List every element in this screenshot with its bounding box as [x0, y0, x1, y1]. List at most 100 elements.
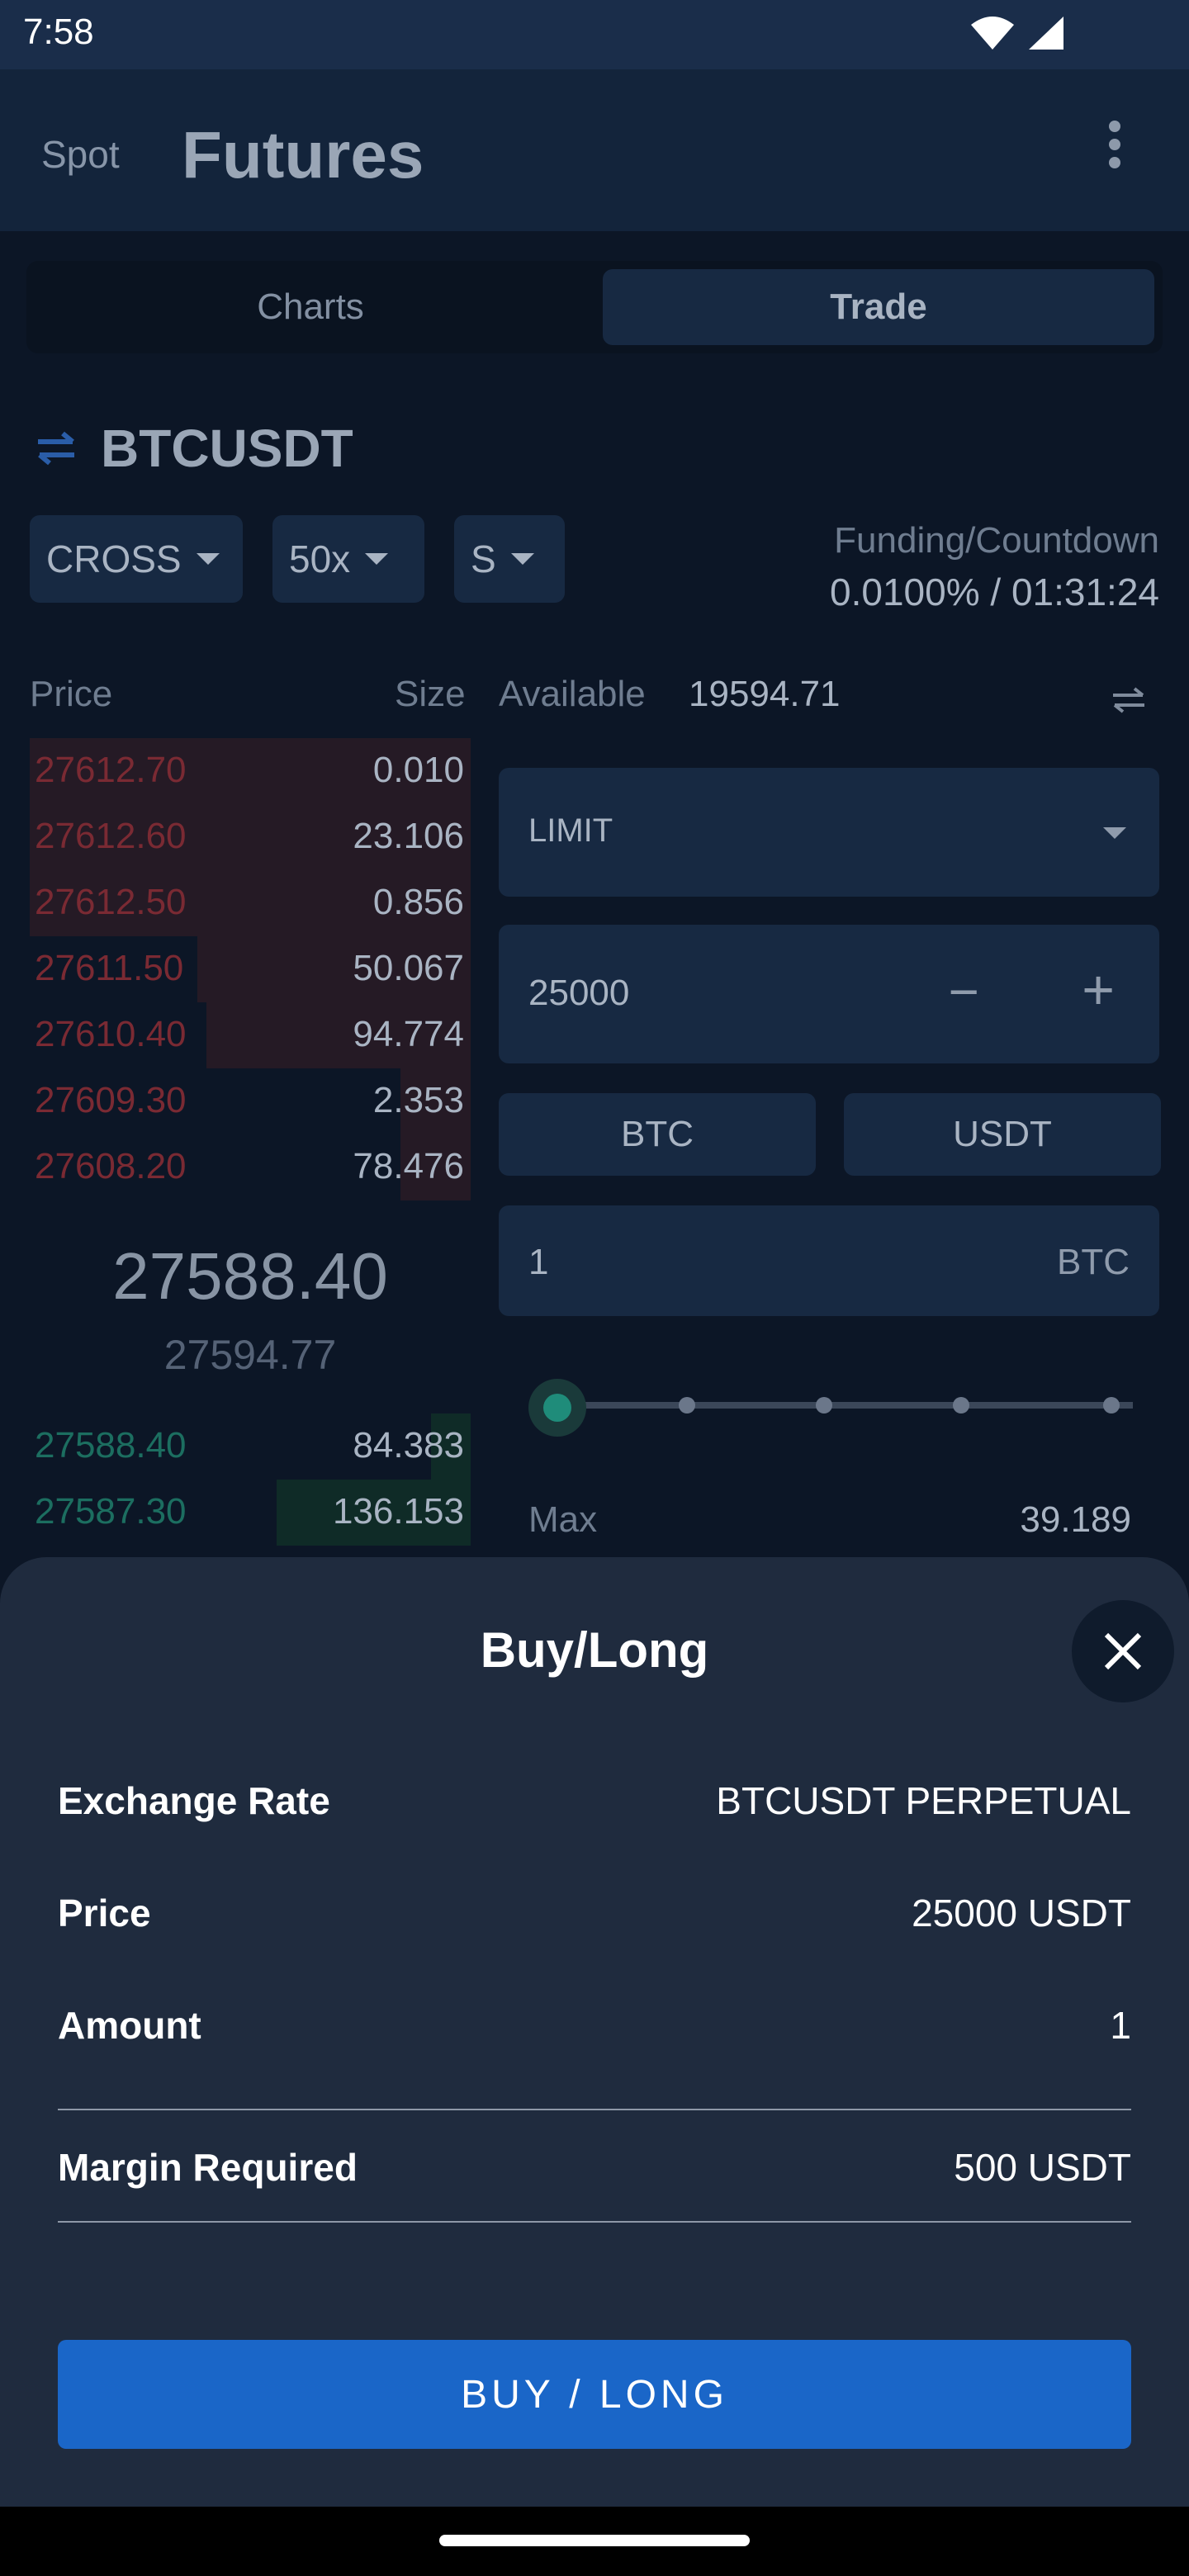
leverage-dropdown[interactable]: 50x	[272, 515, 424, 603]
sheet-title: Buy/Long	[480, 1622, 709, 1678]
order-type-value: LIMIT	[528, 812, 613, 849]
ask-depth-bar	[400, 1134, 471, 1200]
size-mode-dropdown[interactable]: S	[454, 515, 565, 603]
close-icon[interactable]	[1072, 1600, 1174, 1702]
ask-depth-bar	[197, 936, 471, 1002]
bid-price: 27588.40	[35, 1425, 187, 1466]
bid-row[interactable]: 27587.30 136.153	[30, 1480, 471, 1546]
bid-depth-bar	[430, 1413, 471, 1480]
ask-row[interactable]: 27611.50 50.067	[30, 936, 471, 1002]
bid-size: 136.153	[332, 1491, 464, 1532]
leverage-label: 50x	[289, 537, 351, 580]
more-vert-icon[interactable]	[1106, 121, 1123, 170]
amount-label: Amount	[58, 2004, 201, 2047]
size-mode-label: S	[471, 537, 496, 580]
slider-step-50[interactable]	[816, 1397, 832, 1413]
divider	[58, 2221, 1131, 2223]
ask-size: 23.106	[353, 816, 464, 856]
home-gesture-handle[interactable]	[439, 2535, 750, 2546]
bid-price: 27587.30	[35, 1491, 187, 1532]
slider-step-75[interactable]	[953, 1397, 969, 1413]
price-input[interactable]: 25000 − +	[499, 925, 1159, 1063]
unit-btc-button[interactable]: BTC	[499, 1093, 816, 1176]
available-balance: Available 19594.71	[499, 674, 841, 715]
funding-info: Funding/Countdown 0.0100% / 01:31:24	[830, 520, 1159, 614]
slider-step-25[interactable]	[679, 1397, 695, 1413]
ask-size: 50.067	[353, 948, 464, 988]
buy-long-button[interactable]: BUY / LONG	[58, 2340, 1131, 2449]
margin-mode-dropdown[interactable]: CROSS	[30, 515, 243, 603]
chevron-down-icon	[510, 553, 534, 565]
max-amount: Max 39.189	[528, 1499, 1131, 1541]
spot-tab[interactable]: Spot	[41, 133, 120, 176]
ask-price: 27610.40	[35, 1014, 187, 1054]
amount-input[interactable]: 1 BTC	[499, 1205, 1159, 1316]
price-label: Price	[58, 1892, 151, 1934]
tab-charts[interactable]: Charts	[257, 286, 364, 327]
price-row: Price 25000 USDT	[58, 1891, 1131, 1935]
orderbook-price-header: Price	[30, 674, 113, 714]
margin-mode-label: CROSS	[46, 537, 182, 580]
mark-price-value: 27594.77	[163, 1332, 337, 1378]
unit-usdt-button[interactable]: USDT	[844, 1093, 1161, 1176]
exchange-rate-value: BTCUSDT PERPETUAL	[716, 1779, 1131, 1822]
increment-button[interactable]: +	[1082, 959, 1115, 1021]
ask-depth-bar	[30, 804, 471, 870]
order-type-dropdown[interactable]: LIMIT	[499, 768, 1159, 897]
ask-size: 2.353	[372, 1080, 464, 1120]
ask-price: 27612.60	[35, 816, 187, 856]
ask-row[interactable]: 27609.30 2.353	[30, 1068, 471, 1134]
ask-price: 27608.20	[35, 1146, 187, 1186]
last-price: 27588.40	[30, 1238, 471, 1314]
max-label: Max	[528, 1499, 598, 1540]
ask-row[interactable]: 27612.70 0.010	[30, 738, 471, 804]
ask-row[interactable]: 27612.60 23.106	[30, 804, 471, 870]
ask-size: 0.010	[372, 750, 464, 790]
ask-price: 27612.50	[35, 882, 187, 922]
ask-depth-bar	[30, 870, 471, 936]
ask-price: 27611.50	[35, 948, 184, 988]
decrement-button[interactable]: −	[948, 962, 979, 1021]
amount-unit: BTC	[1057, 1242, 1130, 1282]
transfer-icon[interactable]	[1110, 685, 1148, 715]
chevron-down-icon	[196, 553, 220, 565]
ask-size: 0.856	[372, 882, 464, 922]
system-nav-bar	[0, 2507, 1189, 2576]
orderbook-size-header: Size	[395, 674, 466, 714]
margin-required-row: Margin Required 500 USDT	[58, 2145, 1131, 2190]
page-title[interactable]: Futures	[182, 118, 424, 192]
ask-depth-bar	[206, 1002, 471, 1068]
tab-trade[interactable]: Trade	[603, 269, 1154, 345]
price-value: 25000	[528, 973, 630, 1013]
ask-row[interactable]: 27608.20 78.476	[30, 1134, 471, 1200]
last-price-value: 27588.40	[112, 1239, 388, 1313]
divider	[58, 2109, 1131, 2110]
slider-knob[interactable]	[528, 1379, 586, 1437]
ask-depth-bar	[400, 1068, 471, 1134]
ask-row[interactable]: 27612.50 0.856	[30, 870, 471, 936]
bid-depth-bar	[277, 1480, 471, 1546]
price-value-summary: 25000 USDT	[912, 1892, 1131, 1934]
ask-price: 27609.30	[35, 1080, 187, 1120]
amount-value-summary: 1	[1110, 2004, 1131, 2047]
ask-row[interactable]: 27610.40 94.774	[30, 1002, 471, 1068]
pair-symbol: BTCUSDT	[101, 419, 353, 478]
available-value: 19594.71	[689, 674, 841, 714]
funding-value: 0.0100% / 01:31:24	[830, 571, 1159, 613]
wifi-icon	[971, 17, 1014, 50]
available-label: Available	[499, 674, 646, 714]
buy-long-sheet: Buy/Long Exchange Rate BTCUSDT PERPETUAL…	[0, 1557, 1189, 2507]
app-bar: Spot Futures	[0, 69, 1189, 231]
bid-row[interactable]: 27588.40 84.383	[30, 1413, 471, 1480]
exchange-rate-row: Exchange Rate BTCUSDT PERPETUAL	[58, 1778, 1131, 1823]
slider-step-100[interactable]	[1103, 1397, 1120, 1413]
ask-size: 78.476	[353, 1146, 464, 1186]
pair-selector[interactable]: BTCUSDT	[33, 418, 353, 479]
chevron-down-icon	[1103, 827, 1126, 839]
status-bar: 7:58	[0, 0, 1189, 69]
amount-slider-track[interactable]	[555, 1402, 1133, 1409]
mark-price: 27594.77	[30, 1331, 471, 1379]
margin-required-label: Margin Required	[58, 2146, 358, 2189]
amount-row: Amount 1	[58, 2003, 1131, 2048]
chevron-down-icon	[365, 553, 389, 565]
